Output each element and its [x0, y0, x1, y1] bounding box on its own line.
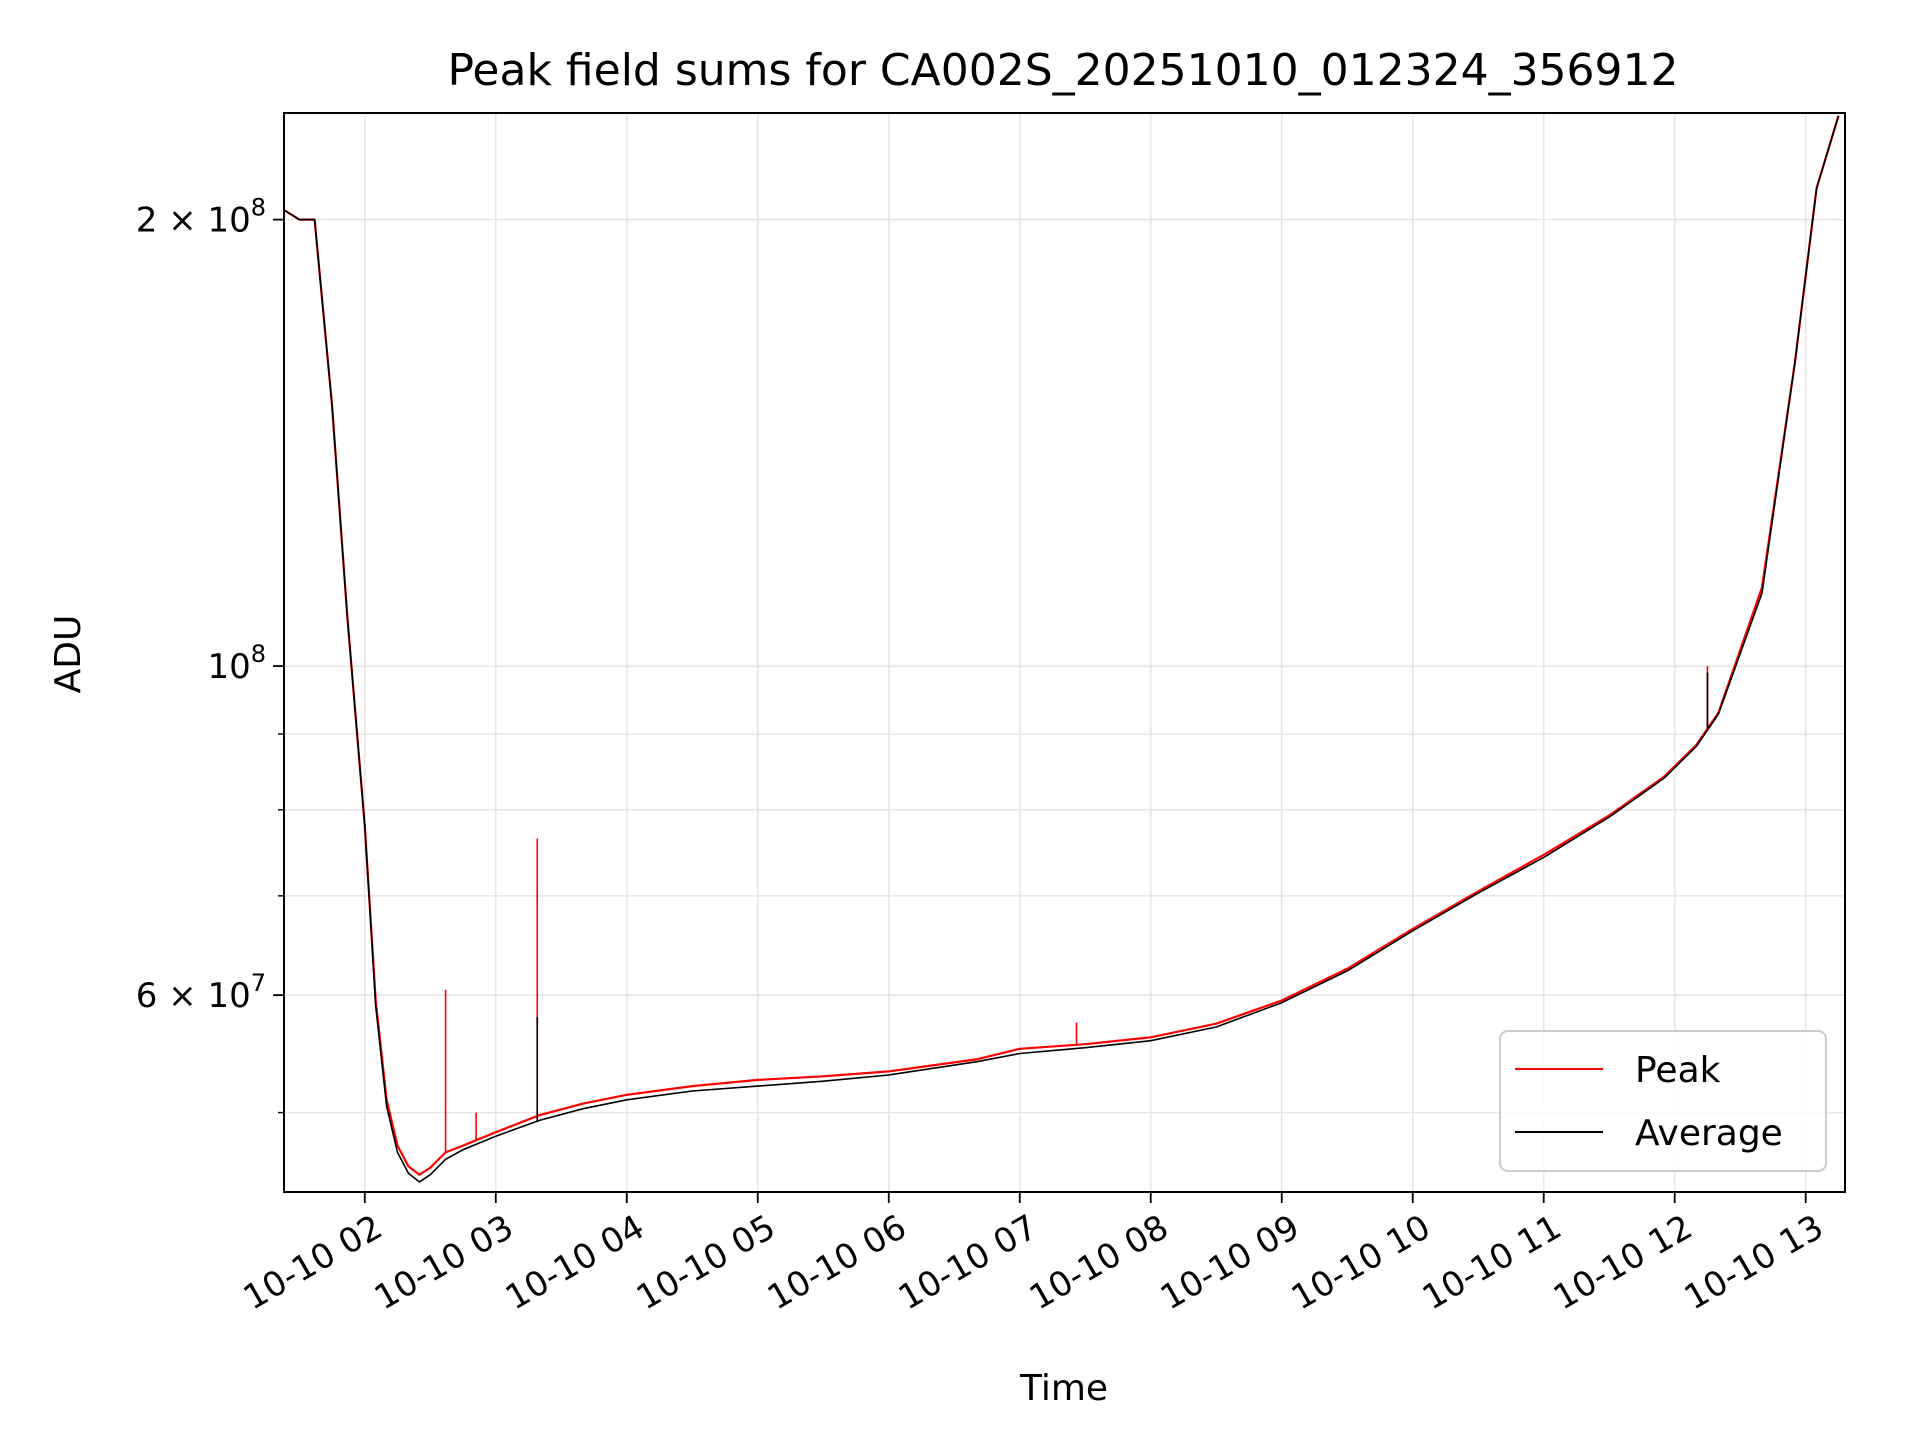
series-line-average — [283, 115, 1840, 1183]
y-tick-label-exponent: 7 — [251, 969, 266, 997]
y-tick-label-exponent: 8 — [251, 640, 266, 668]
legend-label-peak: Peak — [1635, 1050, 1721, 1091]
y-tick-label-exponent: 8 — [251, 194, 266, 222]
y-axis-label: ADU — [48, 615, 89, 694]
legend-box — [1499, 1030, 1827, 1172]
legend-label-average: Average — [1635, 1113, 1783, 1154]
grid — [284, 113, 1845, 1192]
y-tick-label: 108 — [207, 640, 266, 687]
plot-series — [283, 115, 1840, 1183]
y-tick-label: 6 × 107 — [136, 969, 266, 1016]
y-tick-label: 2 × 108 — [136, 194, 266, 241]
y-tick-label-base: 2 × 10 — [136, 201, 251, 241]
plot-frame — [283, 112, 1846, 1193]
y-tick-label-base: 6 × 10 — [136, 976, 251, 1016]
x-axis-label: Time — [1019, 1368, 1108, 1409]
legend: Peak Average — [1499, 1030, 1827, 1172]
y-tick-label-base: 10 — [207, 647, 250, 687]
chart-title: Peak field sums for CA002S_20251010_0123… — [447, 45, 1678, 96]
